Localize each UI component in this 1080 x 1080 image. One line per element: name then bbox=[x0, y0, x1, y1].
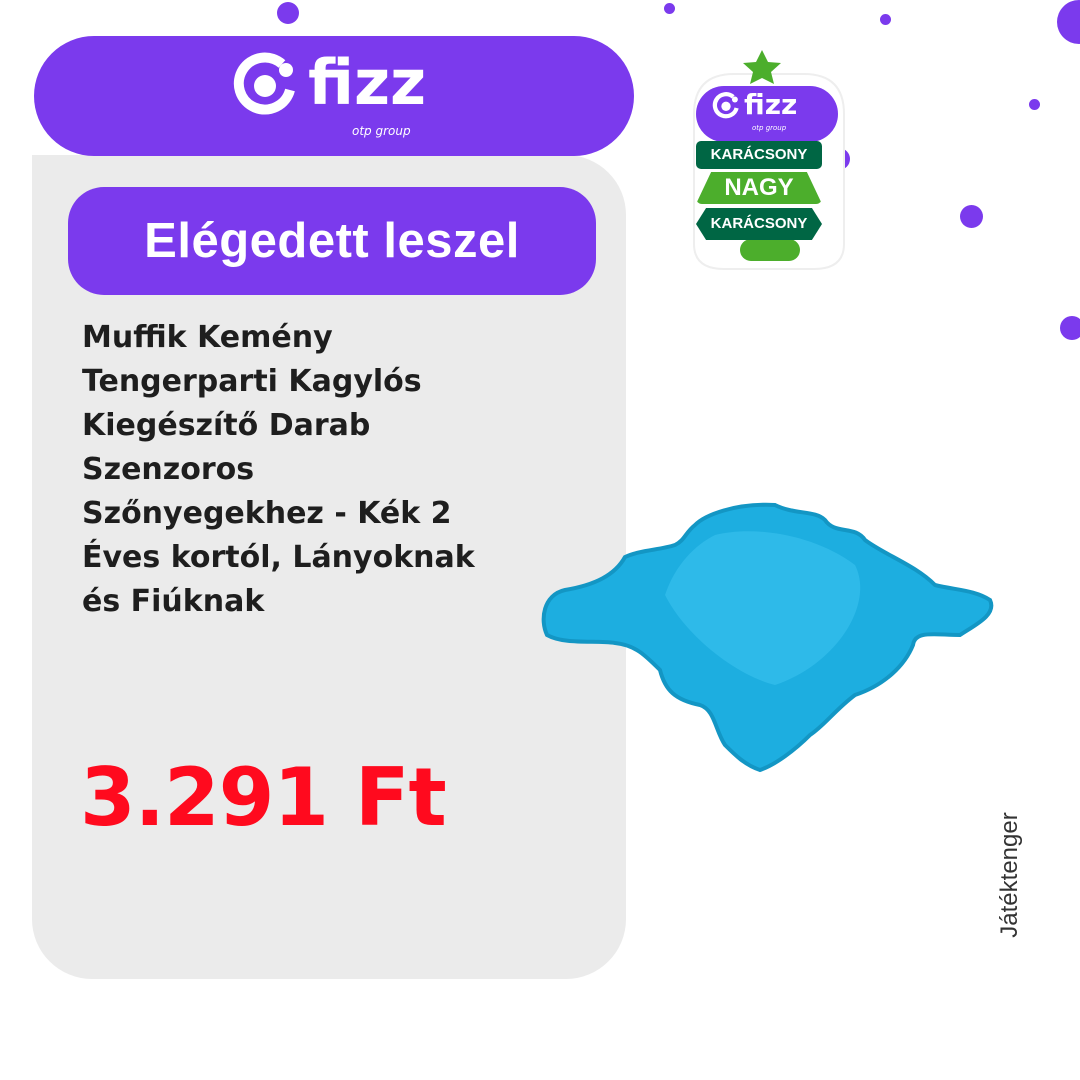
fizz-logo: fizz bbox=[232, 50, 426, 116]
decor-dot bbox=[960, 205, 983, 228]
headline-banner: Elégedett leszel bbox=[68, 187, 596, 295]
badge-logo-sub: otp group bbox=[752, 124, 787, 132]
brand-label: Játéktenger bbox=[996, 812, 1023, 938]
decor-dot bbox=[1057, 0, 1080, 44]
decor-dot bbox=[880, 14, 891, 25]
logo-word: fizz bbox=[308, 46, 427, 119]
product-title: Muffik Kemény Tengerparti Kagylós Kiegés… bbox=[82, 320, 475, 619]
badge-line-2: NAGY bbox=[696, 172, 822, 204]
badge-logo-word: fizz bbox=[744, 88, 798, 121]
product-price: 3.291 Ft bbox=[80, 751, 447, 844]
fizz-ring-icon bbox=[712, 92, 739, 119]
badge-fizz-logo: fizz bbox=[712, 91, 797, 119]
decor-dot bbox=[277, 2, 299, 24]
badge-line-3: KARÁCSONY bbox=[696, 208, 822, 240]
christmas-badge: fizz otp group KARÁCSONY NAGY KARÁCSONY bbox=[684, 44, 854, 276]
decor-dot bbox=[664, 3, 675, 14]
fizz-logo-banner: fizz otp group bbox=[34, 36, 634, 156]
product-image bbox=[541, 502, 994, 773]
star-icon bbox=[743, 50, 781, 84]
decor-dot bbox=[1060, 316, 1080, 340]
logo-sub: otp group bbox=[352, 124, 411, 138]
badge-line-1: KARÁCSONY bbox=[696, 141, 822, 169]
decor-dot bbox=[1029, 99, 1040, 110]
fizz-ring-icon bbox=[233, 52, 295, 115]
